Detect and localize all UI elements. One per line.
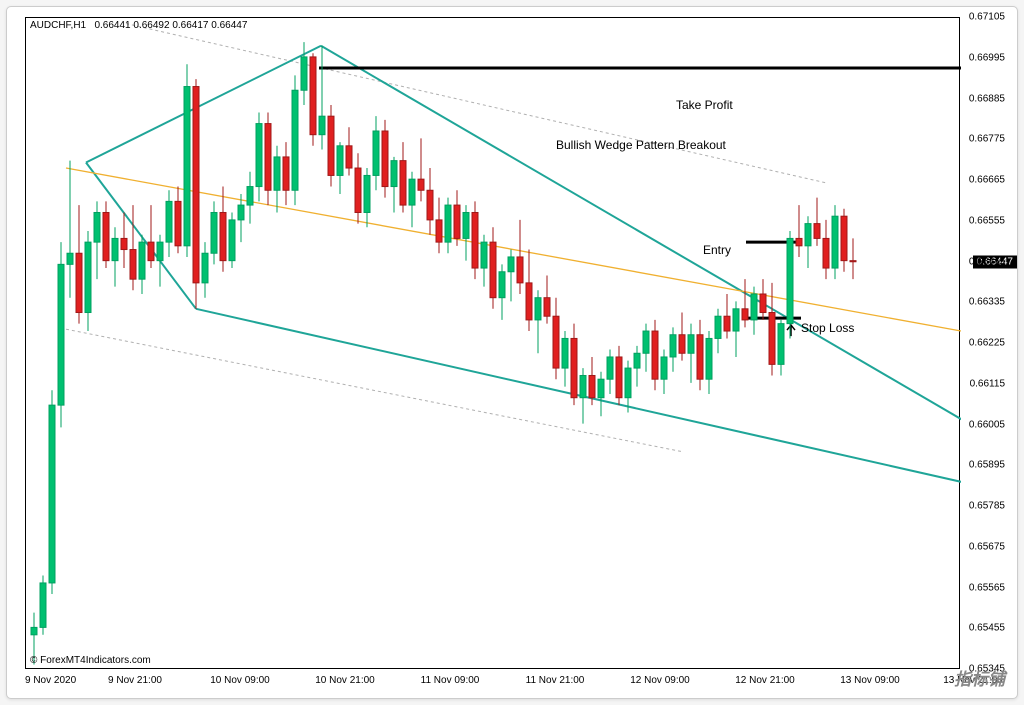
y-axis-tick: 0.66775 bbox=[969, 134, 1005, 145]
y-axis-tick: 0.66335 bbox=[969, 297, 1005, 308]
y-axis-tick: 0.65895 bbox=[969, 460, 1005, 471]
y-axis-tick: 0.65785 bbox=[969, 501, 1005, 512]
x-axis-tick: 9 Nov 2020 bbox=[25, 675, 76, 686]
x-axis-tick: 10 Nov 09:00 bbox=[210, 675, 270, 686]
chart-symbol-title: AUDCHF,H1 0.66441 0.66492 0.66417 0.6644… bbox=[30, 20, 247, 31]
x-axis-tick: 10 Nov 21:00 bbox=[315, 675, 375, 686]
annotation-stop-loss: Stop Loss bbox=[801, 321, 854, 335]
annotation-take-profit: Take Profit bbox=[676, 98, 733, 112]
symbol-text: AUDCHF,H1 bbox=[30, 20, 86, 31]
chart-container: AUDCHF,H1 0.66441 0.66492 0.66417 0.6644… bbox=[6, 6, 1018, 699]
x-axis-tick: 11 Nov 09:00 bbox=[421, 675, 480, 686]
y-axis-tick: 0.67105 bbox=[969, 12, 1005, 23]
annotation-pattern: Bullish Wedge Pattern Breakout bbox=[556, 138, 726, 152]
y-axis-tick: 0.65675 bbox=[969, 541, 1005, 552]
ohlc-text: 0.66441 0.66492 0.66417 0.66447 bbox=[94, 20, 247, 31]
x-axis: 9 Nov 2020 9 Nov 21:00 10 Nov 09:00 10 Nov … bbox=[25, 671, 960, 686]
y-axis-tick: 0.66555 bbox=[969, 215, 1005, 226]
y-axis-tick: 0.65455 bbox=[969, 623, 1005, 634]
x-axis-tick: 11 Nov 21:00 bbox=[526, 675, 585, 686]
y-axis-tick: 0.66225 bbox=[969, 338, 1005, 349]
y-axis-tick: 0.66995 bbox=[969, 52, 1005, 63]
credit-label: © ForexMT4Indicators.com bbox=[30, 655, 151, 666]
y-axis-tick: 0.66005 bbox=[969, 419, 1005, 430]
x-axis-tick: 13 Nov 09:00 bbox=[840, 675, 900, 686]
y-axis-tick: 0.66115 bbox=[970, 378, 1005, 389]
y-axis-tick: 0.66445 bbox=[969, 256, 1005, 267]
chart-plot-area[interactable]: AUDCHF,H1 0.66441 0.66492 0.66417 0.6644… bbox=[25, 17, 960, 669]
chart-svg bbox=[26, 18, 961, 670]
watermark: 指标铺 bbox=[954, 665, 1005, 690]
y-axis-tick: 0.65565 bbox=[969, 582, 1005, 593]
x-axis-tick: 9 Nov 21:00 bbox=[108, 675, 162, 686]
y-axis: 0.671050.669950.668850.667750.666650.665… bbox=[960, 17, 1005, 669]
y-axis-tick: 0.66665 bbox=[969, 175, 1005, 186]
x-axis-tick: 12 Nov 09:00 bbox=[630, 675, 690, 686]
annotation-entry: Entry bbox=[703, 243, 731, 257]
y-axis-tick: 0.66885 bbox=[969, 93, 1005, 104]
x-axis-tick: 12 Nov 21:00 bbox=[735, 675, 795, 686]
